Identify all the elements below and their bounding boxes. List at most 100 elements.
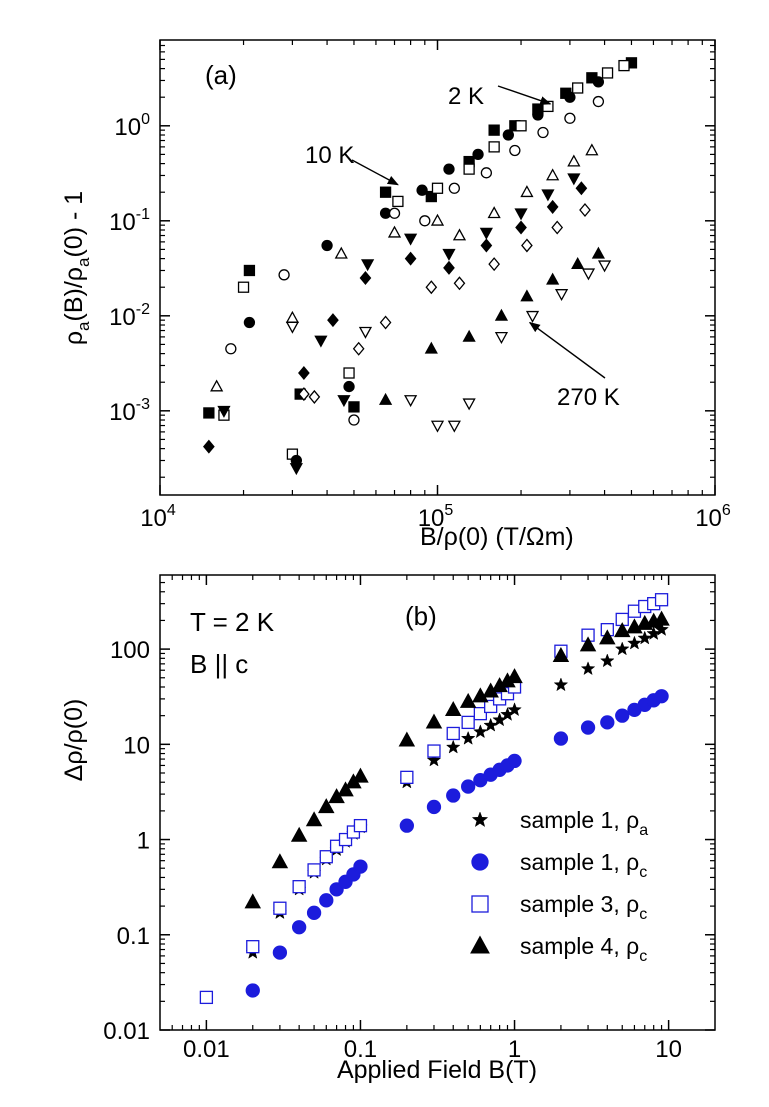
panel-a-x-tick-label-1-exp: 5 xyxy=(444,502,453,519)
panel-b-point-star xyxy=(599,653,615,668)
panel-a-point-triangle-down-filled xyxy=(514,208,528,221)
panel-a-point-circle-filled xyxy=(502,129,514,141)
panel-a-point-circle-filled xyxy=(321,239,333,252)
panel-a-point-triangle-up-filled xyxy=(520,289,534,302)
panel-a-point-square-filled xyxy=(425,190,437,203)
panel-b-point-square-open xyxy=(461,715,475,730)
legend-label-text: sample 1, ρ xyxy=(520,807,639,833)
panel-b-point-circle-filled xyxy=(353,859,368,874)
panel-a-point-triangle-down-filled xyxy=(337,395,351,408)
panel-a-point-triangle-up-open xyxy=(334,246,348,259)
panel-a-x-tick-label-1-base: 10 xyxy=(418,505,445,532)
panel-b-point-triangle-up-filled xyxy=(506,668,523,684)
panel-b-point-circle-filled xyxy=(654,689,669,704)
panel-b-point-triangle-up-filled xyxy=(244,893,262,909)
panel-a-point-circle-open xyxy=(348,414,360,426)
panel-b-point-triangle-up-filled xyxy=(444,701,462,717)
panel-b-point-star xyxy=(580,661,596,676)
panel-a-x-tick-label-0-base: 10 xyxy=(140,505,167,532)
panel-b-point-triangle-up-filled xyxy=(398,731,416,747)
panel-a-point-diamond-filled xyxy=(404,251,417,266)
panel-a-point-triangle-down-filled xyxy=(361,259,375,272)
panel-a-point-triangle-up-filled xyxy=(462,329,476,342)
panel-b-point-triangle-up-filled xyxy=(459,692,477,708)
y-label-sub-a1: a xyxy=(74,321,93,331)
panel-a-point-diamond-filled xyxy=(203,439,215,454)
panel-b-point-star xyxy=(445,739,461,754)
panel-a-arrows xyxy=(351,85,606,379)
panel-a-y-tick-label-0: 10-3 xyxy=(109,396,150,426)
panel-b-point-star xyxy=(614,641,630,656)
panel-a-point-diamond-open xyxy=(551,220,564,235)
annotation-2k: 2 K xyxy=(448,83,484,110)
panel-a-point-diamond-open xyxy=(579,202,591,217)
panel-a-point-triangle-down-open xyxy=(358,326,373,339)
panel-a-point-triangle-down-open xyxy=(285,321,300,334)
panel-b-point-square-open xyxy=(307,863,321,877)
panel-a-point-triangle-down-open xyxy=(525,310,540,323)
panel-b-point-circle-filled xyxy=(291,920,307,935)
panel-a-x-tick-label-0-exp: 4 xyxy=(167,502,176,519)
panel-a-point-circle-filled xyxy=(592,76,605,88)
panel-b-point-star xyxy=(460,730,476,745)
panel-a-x-tick-label-2: 106 xyxy=(695,502,731,532)
panel-b-point-square-open xyxy=(353,818,368,833)
panel-a-point-triangle-down-open xyxy=(447,420,461,433)
panel-b-point-circle-filled xyxy=(319,893,334,908)
panel-a-y-tick-label-3: 100 xyxy=(114,111,150,141)
panel-a-point-triangle-down-filled xyxy=(541,189,555,202)
panel-b-point-triangle-up-filled xyxy=(271,853,289,869)
panel-a-point-diamond-filled xyxy=(546,199,559,214)
panel-a-point-triangle-up-open xyxy=(430,213,445,226)
panel-a-y-axis-label: ρa(B)/ρa(0) - 1 xyxy=(60,191,93,345)
panel-a-point-circle-open xyxy=(537,126,549,139)
legend-label-sub: c xyxy=(639,948,647,965)
panel-a-point-diamond-open xyxy=(453,276,466,291)
panel-a-y-tick-label-2-exp: -1 xyxy=(136,206,150,223)
panel-a-point-triangle-down-open xyxy=(494,331,509,344)
panel-a-point-circle-open xyxy=(592,95,605,108)
panel-a-point-triangle-up-filled xyxy=(494,308,509,321)
panel-a-point-triangle-up-open xyxy=(487,206,501,219)
panel-b-point-square-open xyxy=(246,940,260,954)
panel-a-point-triangle-up-open xyxy=(567,154,581,167)
panel-a-point-triangle-down-open xyxy=(404,395,418,408)
panel-b-y-tick-label-0: 0.01 xyxy=(103,1018,150,1045)
panel-b-y-tick-label-3: 10 xyxy=(123,732,150,759)
panel-b-points xyxy=(199,593,670,1005)
panel-a-point-triangle-down-open xyxy=(597,260,612,273)
panel-a-point-circle-open xyxy=(564,112,576,124)
panel-b-point-triangle-up-filled xyxy=(613,622,631,638)
panel-b-x-tick-label-2: 1 xyxy=(508,1036,521,1063)
panel-a-point-triangle-up-open xyxy=(387,225,402,238)
panel-a-point-circle-open xyxy=(419,215,431,227)
panel-a-point-triangle-up-filled xyxy=(546,272,560,285)
panel-a-point-diamond-filled xyxy=(515,220,527,235)
panel-a-point-diamond-open xyxy=(521,238,533,253)
panel-b-ticks: 0.01 0.1 1 10 0.01 0.1 1 10 100 xyxy=(103,575,715,1063)
panel-b-x-axis-label: Applied Field B(T) xyxy=(337,1056,537,1084)
panel-a-point-square-open xyxy=(488,141,500,153)
legend-label-2: sample 3, ρc xyxy=(520,891,647,923)
panel-a-point-square-open xyxy=(463,163,475,175)
panel-b-point-star xyxy=(426,752,442,767)
panel-b-point-triangle-up-filled xyxy=(352,767,369,783)
panel-a-point-triangle-up-filled xyxy=(378,392,393,405)
panel-a-point-triangle-down-open xyxy=(581,268,596,281)
panel-a-point-square-open xyxy=(618,59,630,72)
y-label-end: (0) - 1 xyxy=(60,191,88,258)
panel-a-point-triangle-down-open xyxy=(430,420,445,433)
panel-a-point-triangle-down-open xyxy=(554,289,569,302)
panel-b-point-triangle-up-filled xyxy=(337,781,354,797)
panel-a-point-triangle-down-filled xyxy=(479,227,493,240)
panel-b-point-circle-filled xyxy=(272,945,288,960)
panel-a-points xyxy=(203,57,638,476)
panel-a-x-tick-label-1: 105 xyxy=(418,502,454,532)
legend-label-text: sample 4, ρ xyxy=(520,933,639,959)
panel-a-point-circle-filled xyxy=(443,163,455,175)
panel-a-point-circle-filled xyxy=(416,184,428,196)
panel-a-point-square-open xyxy=(601,67,614,79)
panel-a-point-triangle-up-filled xyxy=(591,246,605,259)
panel-b-y-tick-label-4: 100 xyxy=(110,637,150,664)
